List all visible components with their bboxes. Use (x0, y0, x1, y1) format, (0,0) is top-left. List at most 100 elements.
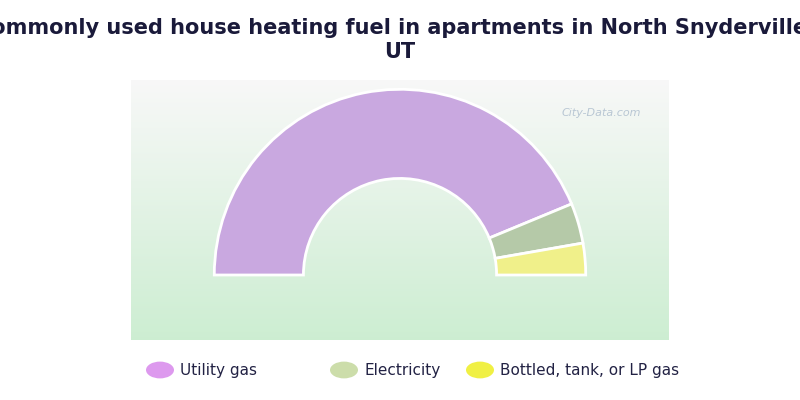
Bar (130, 206, 670, 207)
Bar (130, 270, 670, 271)
Bar (130, 231, 670, 232)
Bar (130, 328, 670, 330)
Bar (130, 112, 670, 114)
Bar (130, 123, 670, 124)
Bar (130, 164, 670, 166)
Bar (130, 120, 670, 122)
Bar (130, 280, 670, 282)
Bar (130, 222, 670, 223)
Bar (130, 90, 670, 92)
Bar (130, 124, 670, 126)
Bar (130, 81, 670, 83)
Bar (130, 301, 670, 302)
Bar (130, 283, 670, 284)
Ellipse shape (466, 362, 494, 378)
Bar (130, 160, 670, 162)
Bar (130, 105, 670, 106)
Bar (130, 311, 670, 313)
Bar (130, 300, 670, 301)
Bar (130, 136, 670, 137)
Bar (130, 334, 670, 335)
Bar (130, 170, 670, 171)
Bar (130, 257, 670, 258)
Ellipse shape (146, 362, 174, 378)
Bar (130, 250, 670, 252)
Bar (130, 80, 670, 81)
Bar (130, 183, 670, 184)
Bar (130, 215, 670, 216)
Bar (130, 148, 670, 149)
Bar (130, 326, 670, 327)
Bar (130, 190, 670, 192)
Bar (130, 235, 670, 236)
Bar (130, 189, 670, 190)
Wedge shape (490, 204, 583, 258)
Bar (130, 111, 670, 112)
Bar (130, 155, 670, 157)
Bar (130, 168, 670, 170)
Bar (130, 332, 670, 334)
Bar (130, 237, 670, 238)
Bar (130, 246, 670, 248)
Bar (130, 293, 670, 294)
Bar (130, 216, 670, 218)
Bar (130, 294, 670, 296)
Bar (130, 248, 670, 249)
Bar (130, 159, 670, 161)
Bar (130, 292, 670, 293)
Bar (130, 266, 670, 267)
Bar (130, 130, 670, 131)
Bar (130, 230, 670, 231)
Bar (130, 322, 670, 323)
Bar (130, 244, 670, 245)
Bar (130, 336, 670, 338)
Bar (130, 157, 670, 158)
Bar (130, 193, 670, 194)
Bar (130, 327, 670, 328)
Bar (130, 100, 670, 101)
Bar (130, 275, 670, 276)
Bar (130, 268, 670, 270)
Bar (130, 176, 670, 178)
Bar (130, 137, 670, 138)
Bar (130, 102, 670, 103)
Bar (130, 167, 670, 168)
Bar (130, 284, 670, 286)
Bar (130, 119, 670, 120)
Bar (130, 339, 670, 340)
Bar (130, 207, 670, 209)
Bar (130, 258, 670, 259)
Bar (130, 242, 670, 244)
Bar (130, 89, 670, 90)
Bar (130, 240, 670, 241)
Bar (130, 261, 670, 262)
Bar (130, 158, 670, 159)
Bar (130, 185, 670, 186)
Bar (130, 131, 670, 132)
Bar (130, 188, 670, 189)
Bar (130, 98, 670, 100)
Bar (130, 223, 670, 224)
Bar (130, 335, 670, 336)
Bar (130, 306, 670, 308)
Bar (130, 192, 670, 193)
Wedge shape (214, 89, 571, 275)
Bar (130, 238, 670, 240)
Text: Bottled, tank, or LP gas: Bottled, tank, or LP gas (500, 362, 679, 378)
Bar (130, 278, 670, 279)
Bar (130, 274, 670, 275)
Bar (130, 262, 670, 263)
Bar (130, 132, 670, 133)
Bar (130, 267, 670, 268)
Bar (130, 233, 670, 235)
Text: Utility gas: Utility gas (180, 362, 257, 378)
Bar (130, 313, 670, 314)
Bar (130, 296, 670, 297)
Bar (130, 144, 670, 145)
Bar (130, 146, 670, 148)
Bar (130, 88, 670, 89)
Bar (130, 104, 670, 105)
Bar (130, 210, 670, 211)
Bar (130, 201, 670, 202)
Bar (130, 282, 670, 283)
